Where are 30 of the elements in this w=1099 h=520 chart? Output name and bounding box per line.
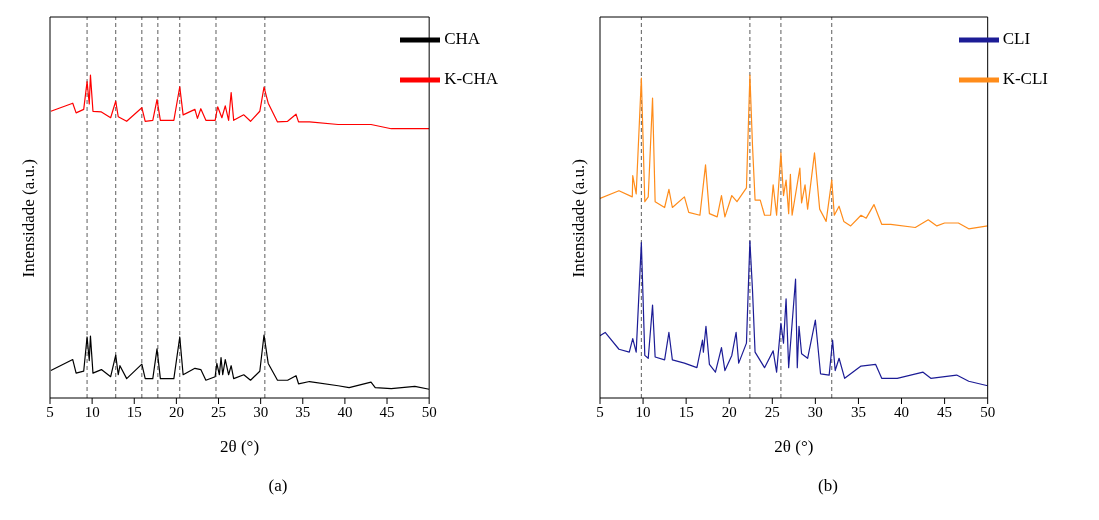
text: (b) [817,476,839,496]
x-tick-label: 25 [211,403,227,420]
x-tick-label: 35 [850,403,866,420]
x-tick-label: 50 [980,403,996,420]
x-tick-label: 5 [46,403,54,420]
x-tick-label: 35 [295,403,311,420]
legend-label: K-CHA [444,68,498,88]
x-tick-label: 10 [84,403,100,420]
x-tick-label: 15 [678,403,694,420]
x-tick-label: 40 [337,403,353,420]
x-tick-label: 30 [807,403,823,420]
x-tick-label: 15 [126,403,142,420]
x-tick-label: 20 [168,403,184,420]
x-tick-label: 25 [764,403,780,420]
legend-label: K-CLI [1002,68,1048,88]
x-axis-title: 2θ (°) [774,437,814,456]
y-axis-title: Intensidade (a.u.) [19,159,39,278]
x-tick-label: 50 [421,403,437,420]
x-axis-title: 2θ (°) [220,437,260,456]
legend-label: CHA [444,28,481,48]
text: (a) [267,476,289,496]
y-axis-title: Intensidade (a.u.) [569,159,589,278]
x-tick-label: 30 [253,403,269,420]
x-tick-label: 5 [596,403,604,420]
x-tick-label: 40 [894,403,910,420]
x-tick-label: 10 [635,403,651,420]
legend-label: CLI [1002,28,1031,48]
x-tick-label: 20 [721,403,737,420]
x-tick-label: 45 [379,403,395,420]
x-tick-label: 45 [937,403,953,420]
